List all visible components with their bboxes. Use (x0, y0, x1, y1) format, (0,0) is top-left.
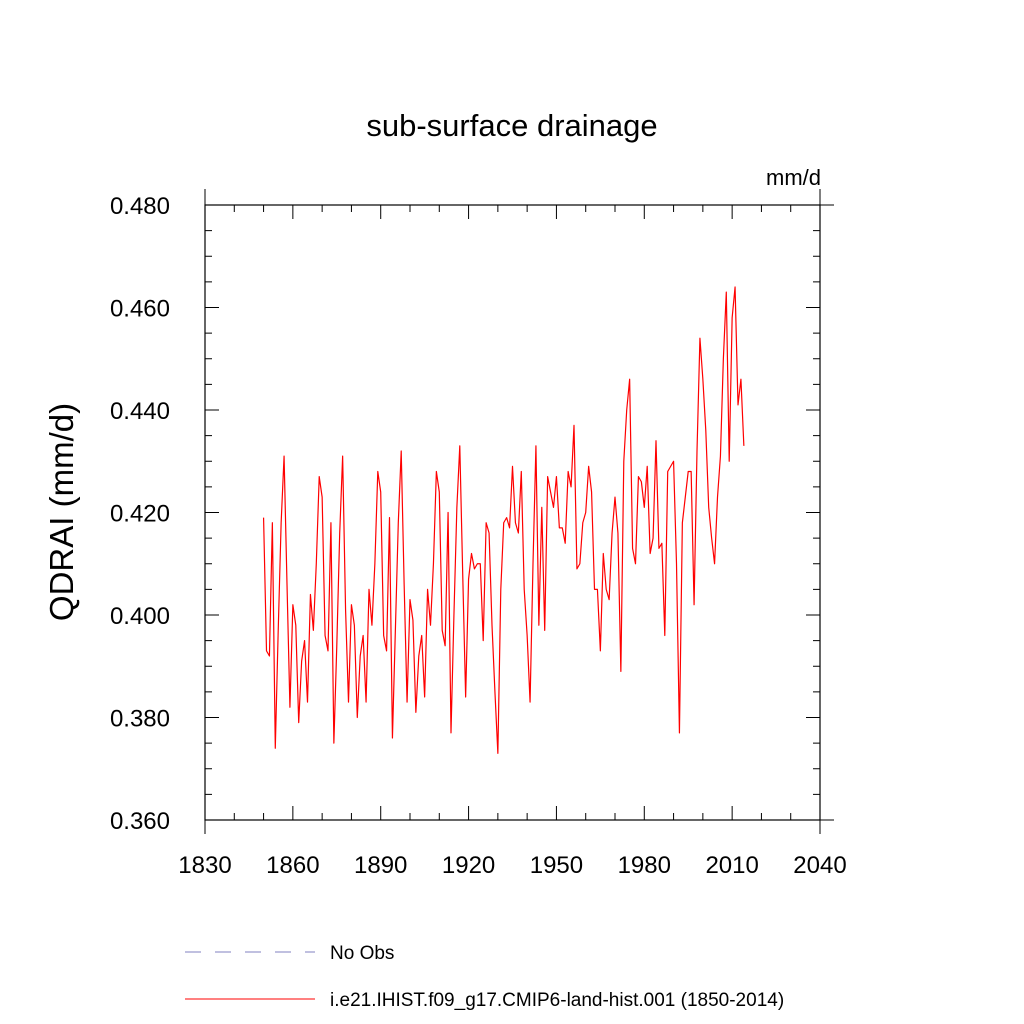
y-tick-label: 0.360 (110, 808, 170, 835)
x-tick-label: 2040 (793, 852, 846, 879)
x-tick-label: 1830 (178, 852, 231, 879)
legend-label-no-obs: No Obs (330, 943, 394, 964)
x-tick-label: 2010 (705, 852, 758, 879)
y-tick-label: 0.420 (110, 501, 170, 528)
series-line-model (262, 286, 745, 754)
x-tick-label: 1890 (354, 852, 407, 879)
x-tick-label: 1920 (442, 852, 495, 879)
y-tick-label: 0.460 (110, 296, 170, 323)
y-tick-label: 0.480 (110, 193, 170, 220)
chart-title: sub-surface drainage (366, 108, 657, 143)
plot-frame (204, 204, 821, 821)
x-tick-label: 1860 (266, 852, 319, 879)
y-tick-label: 0.440 (110, 398, 170, 425)
y-tick-label: 0.400 (110, 603, 170, 630)
legend-label-model: i.e21.IHIST.f09_g17.CMIP6-land-hist.001 … (330, 990, 784, 1011)
y-tick-label: 0.380 (110, 706, 170, 733)
y-axis: 0.360 0.380 0.400 0.420 0.440 0.460 0.480 (110, 189, 834, 835)
x-axis: 1830 1860 1890 1920 1950 1980 2010 2040 (178, 205, 847, 879)
y-axis-label: QDRAI (mm/d) (43, 403, 80, 621)
x-tick-label: 1980 (618, 852, 671, 879)
legend: No Obs i.e21.IHIST.f09_g17.CMIP6-land-hi… (185, 943, 784, 1011)
x-tick-label: 1950 (530, 852, 583, 879)
units-label: mm/d (766, 165, 821, 190)
